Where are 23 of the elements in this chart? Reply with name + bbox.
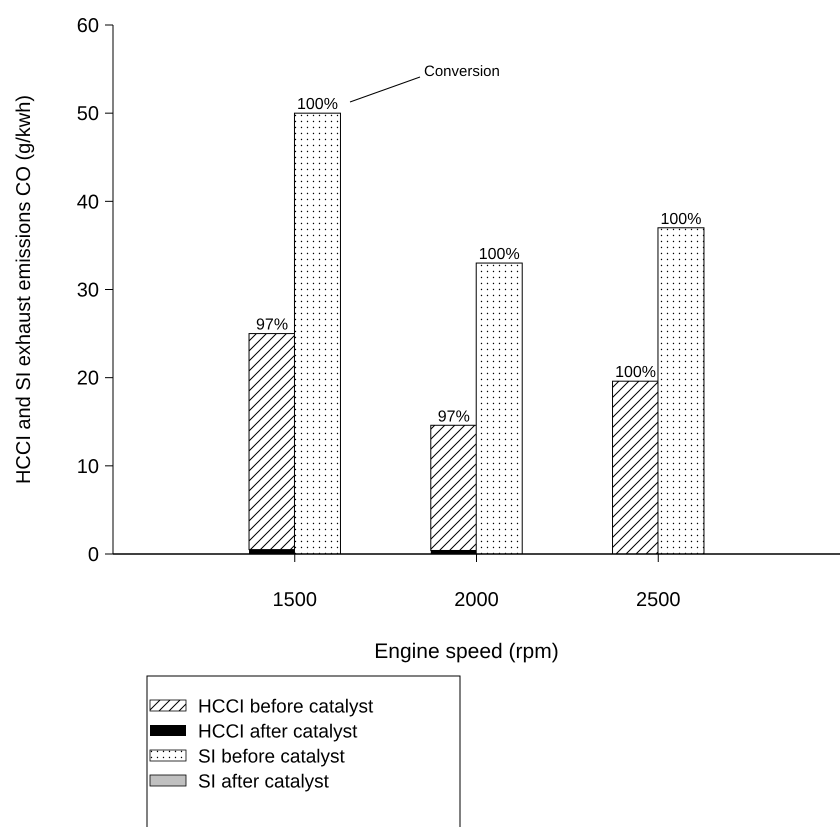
- annotation: 100%: [615, 364, 656, 382]
- y-tick-label: 40: [76, 191, 99, 214]
- y-tick-label: 20: [76, 368, 99, 390]
- x-axis-title: Engine speed (rpm): [374, 640, 559, 663]
- x-tick-label: 2500: [636, 589, 680, 611]
- x-tick-label: 1500: [272, 589, 317, 611]
- legend-label: HCCI after catalyst: [198, 722, 358, 743]
- y-axis-title: HCCI and SI exhaust emissions CO (g/kwh): [13, 94, 35, 484]
- legend-label: SI before catalyst: [198, 746, 346, 768]
- annotation: 97%: [438, 408, 470, 426]
- y-tick-label: 0: [88, 544, 99, 566]
- annotation: 100%: [297, 96, 338, 114]
- y-tick-label: 30: [76, 280, 99, 302]
- legend-label: HCCI before catalyst: [198, 696, 374, 718]
- annotation: 100%: [478, 246, 520, 264]
- annotation: 97%: [256, 316, 288, 334]
- y-tick-label: 50: [76, 103, 99, 126]
- y-tick-label: 60: [76, 15, 99, 37]
- annotation: Conversion: [424, 63, 500, 80]
- legend-label: SI after catalyst: [198, 772, 330, 793]
- annotation: 100%: [660, 210, 702, 228]
- y-tick-label: 10: [76, 456, 99, 478]
- x-tick-label: 2000: [454, 589, 499, 611]
